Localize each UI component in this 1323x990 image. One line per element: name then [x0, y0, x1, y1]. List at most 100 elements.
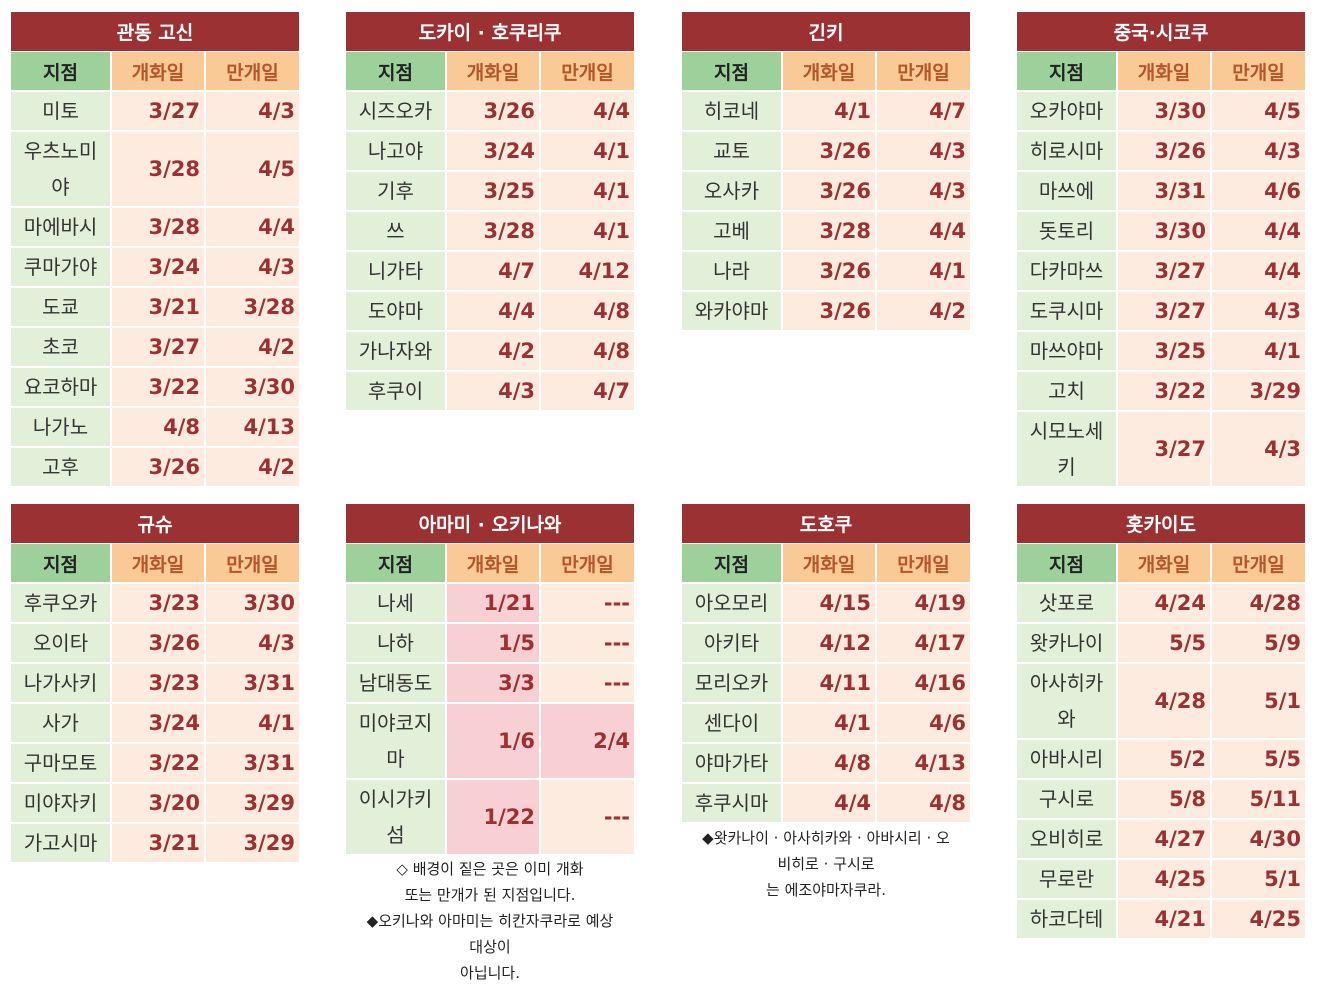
- full-bloom-date: ---: [540, 583, 635, 624]
- table-row: 아사히카 와 4/28 5/1: [1017, 663, 1306, 740]
- open-date: 3/26: [111, 447, 206, 488]
- column-header-station: 지점: [11, 51, 112, 92]
- table-row: 고베 3/28 4/4: [682, 211, 970, 252]
- open-date: 3/24: [446, 131, 541, 172]
- full-bloom-date: 4/1: [876, 251, 970, 292]
- column-header-full: 만개일: [1211, 51, 1306, 92]
- full-bloom-date: 3/29: [205, 783, 299, 824]
- station-name: 고치: [1017, 371, 1118, 412]
- column-header-full: 만개일: [540, 543, 635, 584]
- full-bloom-date: 3/29: [1211, 371, 1306, 412]
- column-header-open: 개화일: [446, 51, 541, 92]
- full-bloom-date: 4/4: [876, 211, 970, 252]
- column-header-station: 지점: [1017, 51, 1118, 92]
- open-date: 3/23: [111, 663, 206, 704]
- station-name: 도쿠시마: [1017, 291, 1118, 332]
- table-row: 미토 3/27 4/3: [11, 91, 299, 132]
- column-header-full: 만개일: [1211, 543, 1306, 584]
- open-date: 1/22: [446, 779, 541, 856]
- open-date: 3/25: [446, 171, 541, 212]
- open-date: 4/1: [782, 703, 877, 744]
- full-bloom-date: 4/4: [1211, 211, 1306, 252]
- open-date: 3/28: [782, 211, 877, 252]
- table-row: 돗토리 3/30 4/4: [1017, 211, 1306, 252]
- open-date: 5/2: [1117, 739, 1212, 780]
- note-line: 는 에조야마자쿠라.: [766, 881, 886, 899]
- open-date: 3/31: [1117, 171, 1212, 212]
- station-name: 니가타: [346, 251, 447, 292]
- station-name-line: 아사히카: [1029, 671, 1104, 695]
- station-name: 마에바시: [11, 207, 112, 248]
- station-name-line: 마: [386, 747, 405, 771]
- table-row: 오이타 3/26 4/3: [11, 623, 299, 664]
- full-bloom-date: 5/1: [1211, 663, 1306, 740]
- full-bloom-date: 4/13: [876, 743, 970, 784]
- station-name: 남대동도: [346, 663, 447, 704]
- full-bloom-date: 4/7: [876, 91, 970, 132]
- station-name-line: 시모노세: [1029, 419, 1104, 443]
- station-name-line: 야: [51, 175, 70, 199]
- full-bloom-date: 4/1: [540, 131, 635, 172]
- full-bloom-date: 4/3: [876, 171, 970, 212]
- station-name: 오카야마: [1017, 91, 1118, 132]
- open-date: 4/24: [1117, 583, 1212, 624]
- open-date: 5/8: [1117, 779, 1212, 820]
- station-name: 후쿠오카: [11, 583, 112, 624]
- table-row: 가고시마 3/21 3/29: [11, 823, 299, 864]
- station-name: 오사카: [682, 171, 783, 212]
- region-panel-chugoku: 중국·시코쿠 지점 개화일 만개일 오카야마 3/30 4/5 히로시마 3/26 4/3 마쓰에 3…: [1017, 12, 1306, 488]
- station-name: 아사히카 와: [1017, 663, 1118, 740]
- full-bloom-date: 4/8: [540, 291, 635, 332]
- column-header-full: 만개일: [540, 51, 635, 92]
- full-bloom-date: 4/4: [1211, 251, 1306, 292]
- full-bloom-date: 3/31: [205, 743, 299, 784]
- table-row: 히로시마 3/26 4/3: [1017, 131, 1306, 172]
- full-bloom-date: 4/5: [1211, 91, 1306, 132]
- region-title: 중국·시코쿠: [1017, 12, 1306, 52]
- open-date: 4/2: [446, 331, 541, 372]
- note-line: ◆오키나와 아마미는 히칸자쿠라로 예상: [366, 912, 614, 930]
- table-row: 모리오카 4/11 4/16: [682, 663, 970, 704]
- station-name: 오비히로: [1017, 819, 1118, 860]
- station-name: 고후: [11, 447, 112, 488]
- open-date: 3/28: [111, 207, 206, 248]
- note-line: ◆왓카나이 · 아사히카와 · 아바시리 · 오: [702, 829, 950, 847]
- region-title: 도카이 · 호쿠리쿠: [346, 12, 635, 52]
- okinawa-note: ◇ 배경이 짙은 곳은 이미 개화 또는 만개가 된 지점입니다. ◆오키나와 …: [346, 856, 634, 986]
- station-name: 쓰: [346, 211, 447, 252]
- open-date: 4/4: [446, 291, 541, 332]
- open-date: 4/12: [782, 623, 877, 664]
- open-date: 3/21: [111, 287, 206, 328]
- open-date: 1/21: [446, 583, 541, 624]
- full-bloom-date: 4/17: [876, 623, 970, 664]
- region-panel-kinki: 긴키 지점 개화일 만개일 히코네 4/1 4/7 교토 3/26 4/3 오사카 3/26 4/3 고베…: [682, 12, 970, 332]
- table-row: 쿠마가야 3/24 4/3: [11, 247, 299, 288]
- full-bloom-date: 3/30: [205, 583, 299, 624]
- open-date: 3/27: [1117, 291, 1212, 332]
- open-date: 3/25: [1117, 331, 1212, 372]
- open-date: 4/4: [782, 783, 877, 824]
- table-row: 하코다테 4/21 4/25: [1017, 899, 1306, 940]
- full-bloom-date: 5/1: [1211, 859, 1306, 900]
- station-name-line: 우츠노미: [23, 139, 98, 163]
- open-date: 5/5: [1117, 623, 1212, 664]
- full-bloom-date: 4/3: [1211, 411, 1306, 488]
- full-bloom-date: 5/11: [1211, 779, 1306, 820]
- table-row: 도야마 4/4 4/8: [346, 291, 635, 332]
- open-date: 3/26: [782, 291, 877, 332]
- full-bloom-date: 4/12: [540, 251, 635, 292]
- open-date: 3/22: [1117, 371, 1212, 412]
- station-name: 미야코지 마: [346, 703, 447, 780]
- open-date: 3/24: [111, 247, 206, 288]
- station-name: 나가노: [11, 407, 112, 448]
- open-date: 3/22: [111, 367, 206, 408]
- table-row: 나고야 3/24 4/1: [346, 131, 635, 172]
- open-date: 3/23: [111, 583, 206, 624]
- full-bloom-date: 4/8: [540, 331, 635, 372]
- table-row: 니가타 4/7 4/12: [346, 251, 635, 292]
- open-date: 3/26: [782, 251, 877, 292]
- region-panel-okinawa: 아마미 · 오키나와 지점 개화일 만개일 나세 1/21 --- 나하 1/5 --- 남대동도 3…: [346, 504, 635, 856]
- full-bloom-date: ---: [540, 779, 635, 856]
- open-date: 4/3: [446, 371, 541, 412]
- region-title: 규슈: [11, 504, 299, 544]
